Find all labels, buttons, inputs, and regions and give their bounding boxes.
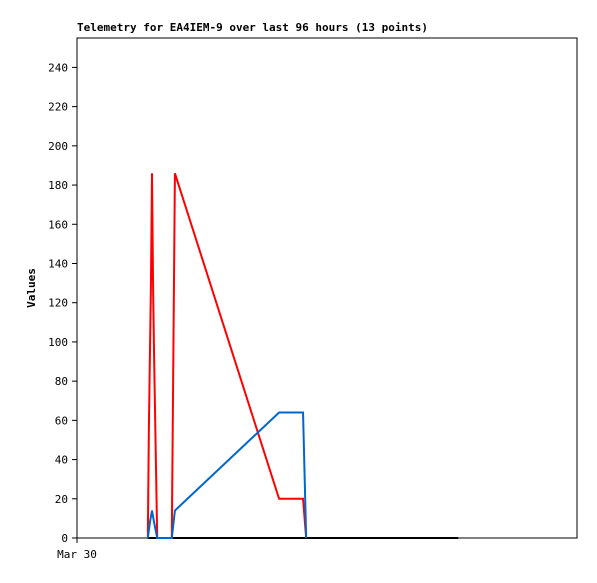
series-line (146, 411, 308, 539)
chart-title: Telemetry for EA4IEM-9 over last 96 hour… (77, 21, 428, 34)
y-tick-label: 60 (55, 414, 68, 427)
y-axis-label: Values (25, 268, 38, 308)
y-tick-label: 140 (48, 257, 68, 270)
y-tick-label: 200 (48, 140, 68, 153)
y-tick-label: 240 (48, 61, 68, 74)
y-tick-label: 100 (48, 336, 68, 349)
y-tick-label: 20 (55, 493, 68, 506)
y-tick-label: 160 (48, 218, 68, 231)
y-tick-label: 180 (48, 179, 68, 192)
x-tick-label: Mar 30 (57, 548, 97, 561)
series-line (146, 172, 308, 539)
y-tick-label: 80 (55, 375, 68, 388)
y-tick-label: 120 (48, 297, 68, 310)
y-tick-label: 220 (48, 101, 68, 114)
y-tick-label: 40 (55, 454, 68, 467)
y-tick-label: 0 (61, 532, 68, 545)
